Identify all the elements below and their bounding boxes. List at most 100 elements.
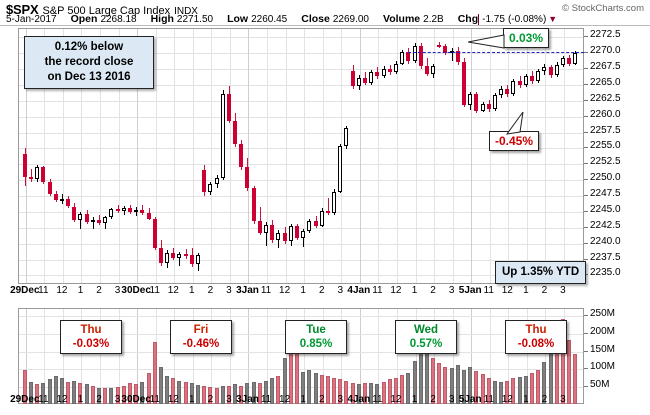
time-axis-label: 11 (38, 394, 49, 405)
price-axis-label: 2267.5 (590, 61, 621, 73)
time-axis-label: 1 (411, 394, 418, 405)
time-gridline (452, 29, 454, 283)
volume-bar (109, 388, 113, 404)
volume-bar (388, 379, 392, 404)
header-quote-row: 5-Jan-2017 Open 2268.18 High 2271.50 Low 2260.… (6, 13, 558, 26)
candlestick (326, 210, 330, 213)
day-performance-label: Thu -0.08% (505, 320, 567, 354)
candlestick (468, 94, 472, 105)
candlestick (283, 233, 287, 242)
quote-date: 5-Jan-2017 (6, 14, 57, 25)
time-axis-label: 1 (523, 394, 529, 405)
time-axis-label: 2 (96, 394, 102, 405)
candlestick (54, 194, 58, 201)
volume-bar (233, 384, 237, 404)
volume-bar (351, 382, 355, 404)
volume-bar (184, 381, 188, 404)
price-gridline (19, 148, 583, 150)
volume-bar (382, 381, 386, 404)
time-axis-label: 1 (411, 285, 418, 296)
candlestick (103, 217, 107, 223)
time-axis-label: 3 (560, 394, 566, 405)
time-gridline (118, 29, 120, 283)
volume-bar (413, 361, 417, 404)
price-gridline (19, 196, 583, 198)
price-gridline (19, 243, 583, 245)
day-performance-label: Fri -0.46% (170, 320, 232, 354)
candlestick (97, 219, 101, 223)
time-gridline (545, 29, 547, 283)
time-gridline (508, 309, 510, 403)
symbol-name: S&P 500 Large Cap Index (42, 5, 171, 17)
candlestick (505, 88, 509, 95)
time-gridline (359, 29, 361, 283)
price-axis-tick (584, 99, 588, 101)
time-gridline (471, 309, 473, 403)
volume-bar (165, 375, 169, 404)
candlestick (549, 67, 553, 75)
open-label: Open (70, 13, 98, 25)
candlestick (530, 76, 534, 82)
candlestick (153, 218, 157, 248)
candlestick (536, 71, 540, 82)
candle-wick (93, 217, 94, 229)
time-gridline (508, 29, 510, 283)
volume-bar (400, 374, 404, 404)
time-axis-label: 11 (260, 394, 272, 405)
candlestick (147, 213, 151, 219)
time-axis-label: 11 (38, 285, 49, 296)
time-axis-label: 2 (430, 394, 436, 405)
time-gridline (322, 29, 324, 283)
volume-bar (122, 385, 126, 404)
candlestick (122, 208, 126, 211)
price-axis-tick (584, 195, 588, 197)
volume-bar (474, 371, 478, 404)
time-axis-label: 11 (372, 285, 383, 296)
volume-bar (48, 379, 52, 404)
candle-wick (303, 228, 304, 247)
candlestick (493, 95, 497, 110)
volume-bar (493, 380, 497, 404)
open-value: 2268.18 (100, 14, 137, 25)
day-percent: -0.46% (182, 338, 220, 350)
candle-wick (266, 222, 267, 246)
candlestick (357, 77, 361, 87)
candlestick (227, 94, 231, 121)
time-axis-label: 2 (207, 285, 214, 296)
time-axis-label: 1 (189, 394, 195, 405)
volume-bar (301, 372, 305, 404)
price-gridline (19, 227, 583, 229)
volume-bar (103, 388, 107, 404)
candlestick (369, 71, 373, 83)
volume-bar (140, 381, 144, 404)
time-axis-label: 12 (390, 285, 402, 296)
price-gridline (19, 259, 583, 261)
time-axis-label: 2 (207, 394, 214, 405)
time-axis-label: 1 (77, 285, 84, 296)
price-axis-label: 2270.0 (590, 45, 621, 57)
candlestick (165, 252, 169, 264)
chevron-down-icon[interactable]: ▼ (548, 14, 558, 24)
volume-bar (159, 366, 163, 404)
close-value: 2269.00 (332, 14, 369, 25)
candlestick (437, 44, 441, 47)
day-performance-label: Tue 0.85% (285, 320, 347, 354)
price-gridline (19, 164, 583, 166)
candlestick (258, 221, 262, 233)
candlestick (245, 167, 249, 189)
price-axis-label: 2235.0 (590, 267, 621, 279)
candlestick (462, 62, 466, 105)
time-gridline (341, 309, 343, 403)
time-axis-label: 3 (337, 394, 344, 405)
time-gridline (62, 29, 64, 283)
candlestick (363, 77, 367, 83)
volume-axis-tick (584, 350, 588, 352)
time-gridline (192, 29, 194, 283)
candlestick (23, 154, 27, 178)
candlestick (48, 182, 52, 195)
candlestick (116, 209, 120, 212)
volume-bar (91, 386, 95, 404)
symbol-ticker[interactable]: $SPX (6, 2, 39, 17)
candlestick (215, 177, 219, 185)
time-axis-label: 2 (541, 394, 548, 405)
